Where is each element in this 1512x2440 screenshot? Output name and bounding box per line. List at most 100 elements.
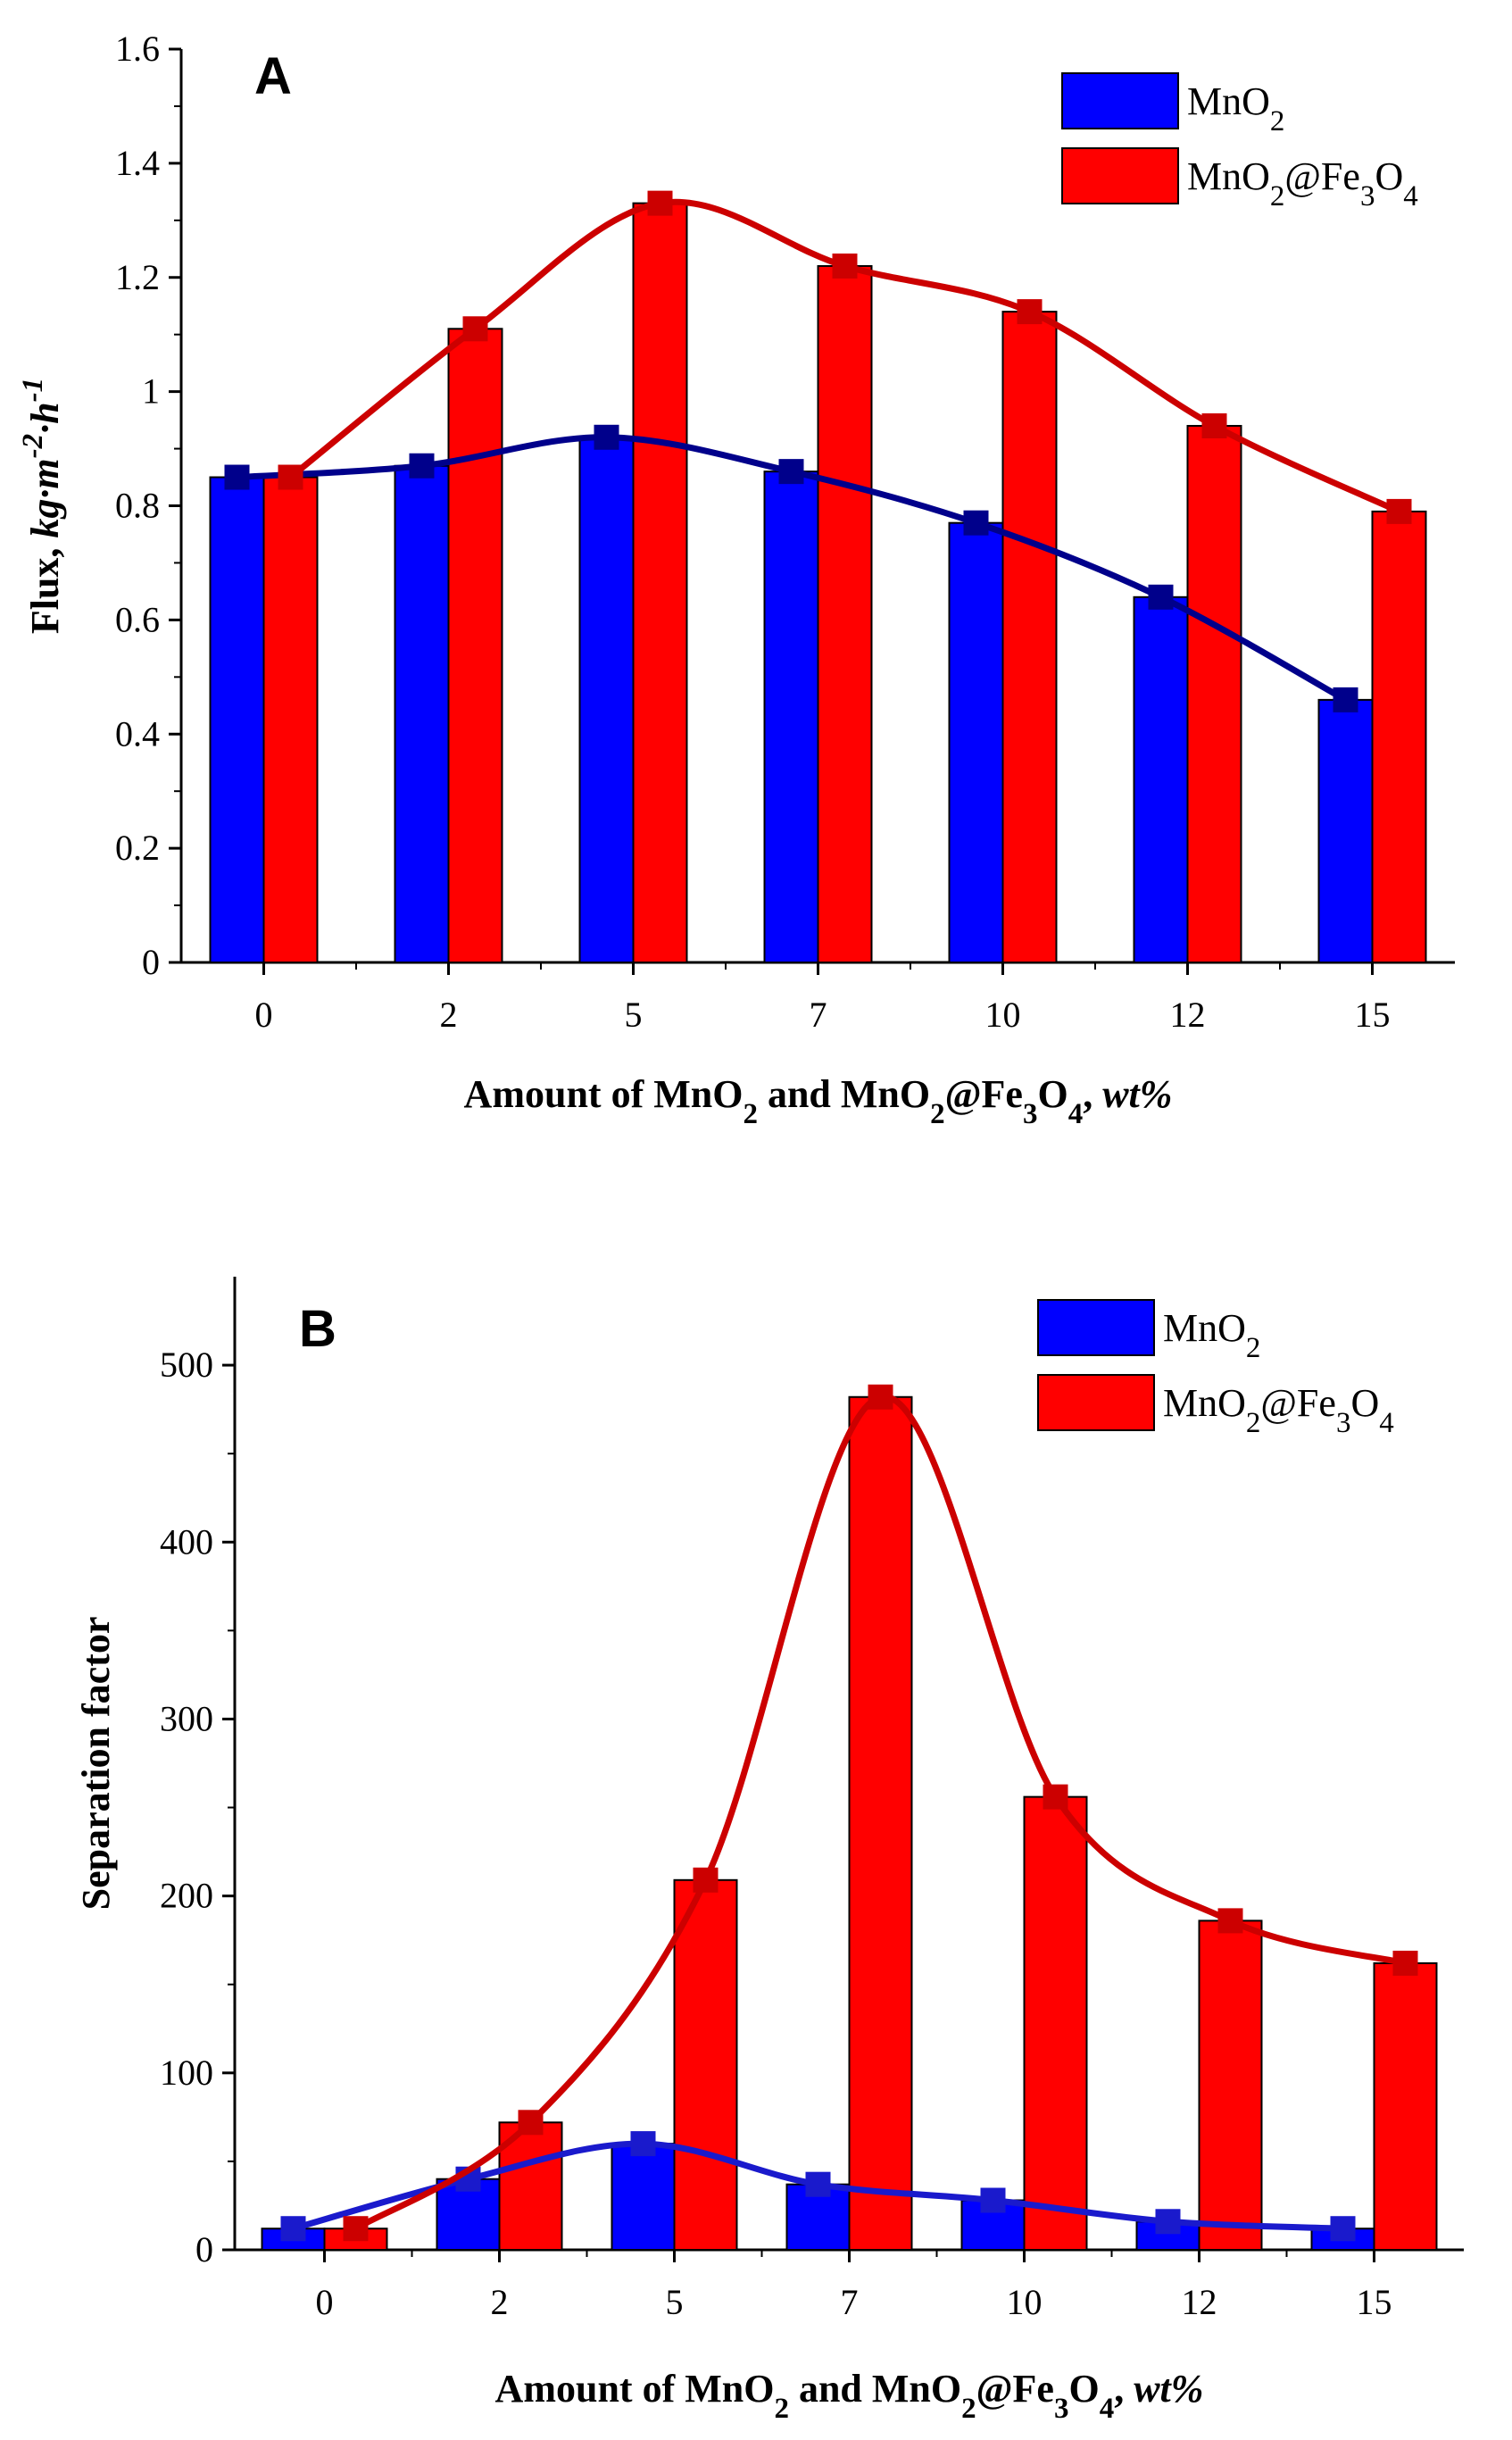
x-axis-title-part: 4 <box>1068 1098 1084 1130</box>
bar-mno2 <box>394 464 450 963</box>
legend-swatch-mno2 <box>1037 1299 1155 1356</box>
x-axis-title-part: 2 <box>774 2393 789 2425</box>
y-tick-label: 0 <box>142 942 160 982</box>
legend-label-mno2-fe3o4-part: @Fe <box>1284 154 1360 198</box>
bar-mno2 <box>209 476 265 963</box>
marker-mno2-fe3o4 <box>518 2110 544 2136</box>
marker-mno2 <box>1330 2216 1356 2242</box>
bar-mno2-fe3o4 <box>1001 311 1058 963</box>
legend-label-mno2-fe3o4-part: 4 <box>1379 1407 1394 1439</box>
y-axis-title: Flux, kg·m-2·h-1 <box>17 378 67 634</box>
bar-mno2 <box>1133 595 1189 963</box>
x-tick-label: 2 <box>440 995 458 1035</box>
y-tick-label: 0.8 <box>115 486 160 526</box>
marker-mno2-fe3o4 <box>1392 1950 1418 1976</box>
marker-mno2-fe3o4 <box>1017 299 1043 325</box>
marker-mno2 <box>224 464 250 490</box>
marker-mno2-fe3o4 <box>647 190 673 216</box>
x-axis-title-part: @Fe <box>945 1072 1023 1116</box>
y-axis-title-part: Flux, <box>23 538 67 635</box>
legend-label-mno2: MnO2 <box>1187 79 1284 137</box>
marker-mno2 <box>280 2216 306 2242</box>
legend-label-mno2-fe3o4-part: @Fe <box>1260 1381 1336 1425</box>
y-axis-title-part: kg·m <box>23 458 67 537</box>
marker-mno2-fe3o4 <box>1217 1908 1243 1934</box>
x-axis-title-part: wt% <box>1102 1072 1172 1116</box>
marker-mno2-fe3o4 <box>693 1867 719 1893</box>
marker-mno2-fe3o4 <box>278 464 303 490</box>
x-tick-label: 15 <box>1357 2282 1392 2322</box>
y-axis-title: Separation factor <box>74 1617 118 1911</box>
bar-mno2-fe3o4 <box>673 1878 738 2252</box>
x-axis-title: Amount of MnO2 and MnO2@Fe3O4, wt% <box>495 2367 1204 2425</box>
y-tick-label: 0 <box>195 2229 213 2269</box>
bar-mno2-fe3o4 <box>1371 510 1427 963</box>
marker-mno2-fe3o4 <box>1386 498 1412 524</box>
marker-mno2 <box>980 2187 1006 2213</box>
x-tick-label: 10 <box>985 995 1021 1035</box>
marker-mno2 <box>778 459 804 485</box>
legend-label-mno2-fe3o4-part: 3 <box>1360 180 1375 212</box>
y-tick-label: 200 <box>160 1876 213 1916</box>
marker-mno2 <box>594 424 619 450</box>
x-axis-title-part: 2 <box>930 1098 945 1130</box>
y-axis-title-part: Separation factor <box>74 1617 118 1911</box>
bar-mno2-fe3o4 <box>632 202 688 964</box>
x-axis-title-part: 2 <box>961 2393 976 2425</box>
bar-mno2-fe3o4 <box>1373 1961 1438 2252</box>
y-axis-title-part: -1 <box>17 378 49 403</box>
marker-mno2-fe3o4 <box>1043 1784 1068 1810</box>
legend-label-mno2-fe3o4-part: MnO <box>1163 1381 1246 1425</box>
panel-label: B <box>299 1300 336 1358</box>
bar-mno2-fe3o4 <box>447 328 503 963</box>
x-axis-title-part: 3 <box>1054 2393 1069 2425</box>
legend-label-mno2-fe3o4: MnO2@Fe3O4 <box>1163 1381 1394 1439</box>
marker-mno2 <box>1155 2209 1181 2235</box>
y-tick-label: 400 <box>160 1521 213 1561</box>
x-tick-label: 2 <box>491 2282 509 2322</box>
x-tick-label: 5 <box>666 2282 684 2322</box>
bar-mno2-fe3o4 <box>262 476 319 963</box>
x-tick-label: 12 <box>1170 995 1206 1035</box>
x-axis-title-part: O <box>1068 2367 1099 2411</box>
x-axis-title-part: , <box>1083 1072 1102 1116</box>
x-axis-title-part: and MnO <box>789 2367 961 2411</box>
marker-mno2 <box>630 2131 656 2157</box>
x-axis-title-part: and MnO <box>758 1072 930 1116</box>
y-tick-label: 1.4 <box>115 143 160 183</box>
y-tick-label: 500 <box>160 1345 213 1385</box>
bar-mno2-fe3o4 <box>848 1395 913 2252</box>
y-tick-label: 0.2 <box>115 828 160 868</box>
marker-mno2 <box>1333 687 1358 712</box>
marker-mno2-fe3o4 <box>868 1384 893 1410</box>
marker-mno2 <box>963 510 989 536</box>
bar-mno2 <box>763 471 819 963</box>
bar-mno2-fe3o4 <box>1023 1795 1088 2251</box>
x-tick-label: 7 <box>841 2282 859 2322</box>
x-tick-label: 7 <box>810 995 827 1035</box>
x-tick-label: 0 <box>316 2282 334 2322</box>
bar-mno2 <box>611 2143 676 2251</box>
x-axis-title-part: Amount of MnO <box>464 1072 744 1116</box>
legend-label-mno2-fe3o4-part: 2 <box>1270 180 1285 212</box>
marker-mno2-fe3o4 <box>343 2216 369 2242</box>
legend-label-mno2-fe3o4-part: 3 <box>1336 1407 1351 1439</box>
legend-label-mno2-fe3o4-part: O <box>1350 1381 1379 1425</box>
legend: MnO2 MnO2@Fe3O4 <box>1061 72 1418 212</box>
x-axis-title-part: O <box>1037 1072 1068 1116</box>
x-tick-label: 5 <box>625 995 643 1035</box>
x-tick-label: 10 <box>1007 2282 1043 2322</box>
marker-mno2-fe3o4 <box>832 253 858 279</box>
y-tick-label: 100 <box>160 2053 213 2093</box>
x-axis-title-part: 4 <box>1100 2393 1115 2425</box>
legend-swatch-mno2 <box>1061 72 1179 129</box>
x-axis-title-part: 2 <box>743 1098 758 1130</box>
bar-mno2 <box>948 521 1004 964</box>
legend-label-mno2-fe3o4: MnO2@Fe3O4 <box>1187 154 1418 212</box>
marker-mno2 <box>409 453 435 479</box>
x-axis-title-part: wt% <box>1134 2367 1203 2411</box>
legend-label-mno2-part: MnO <box>1163 1306 1246 1350</box>
y-axis-title-part: ·h <box>23 402 67 433</box>
legend-swatch-mno2-fe3o4 <box>1037 1374 1155 1431</box>
